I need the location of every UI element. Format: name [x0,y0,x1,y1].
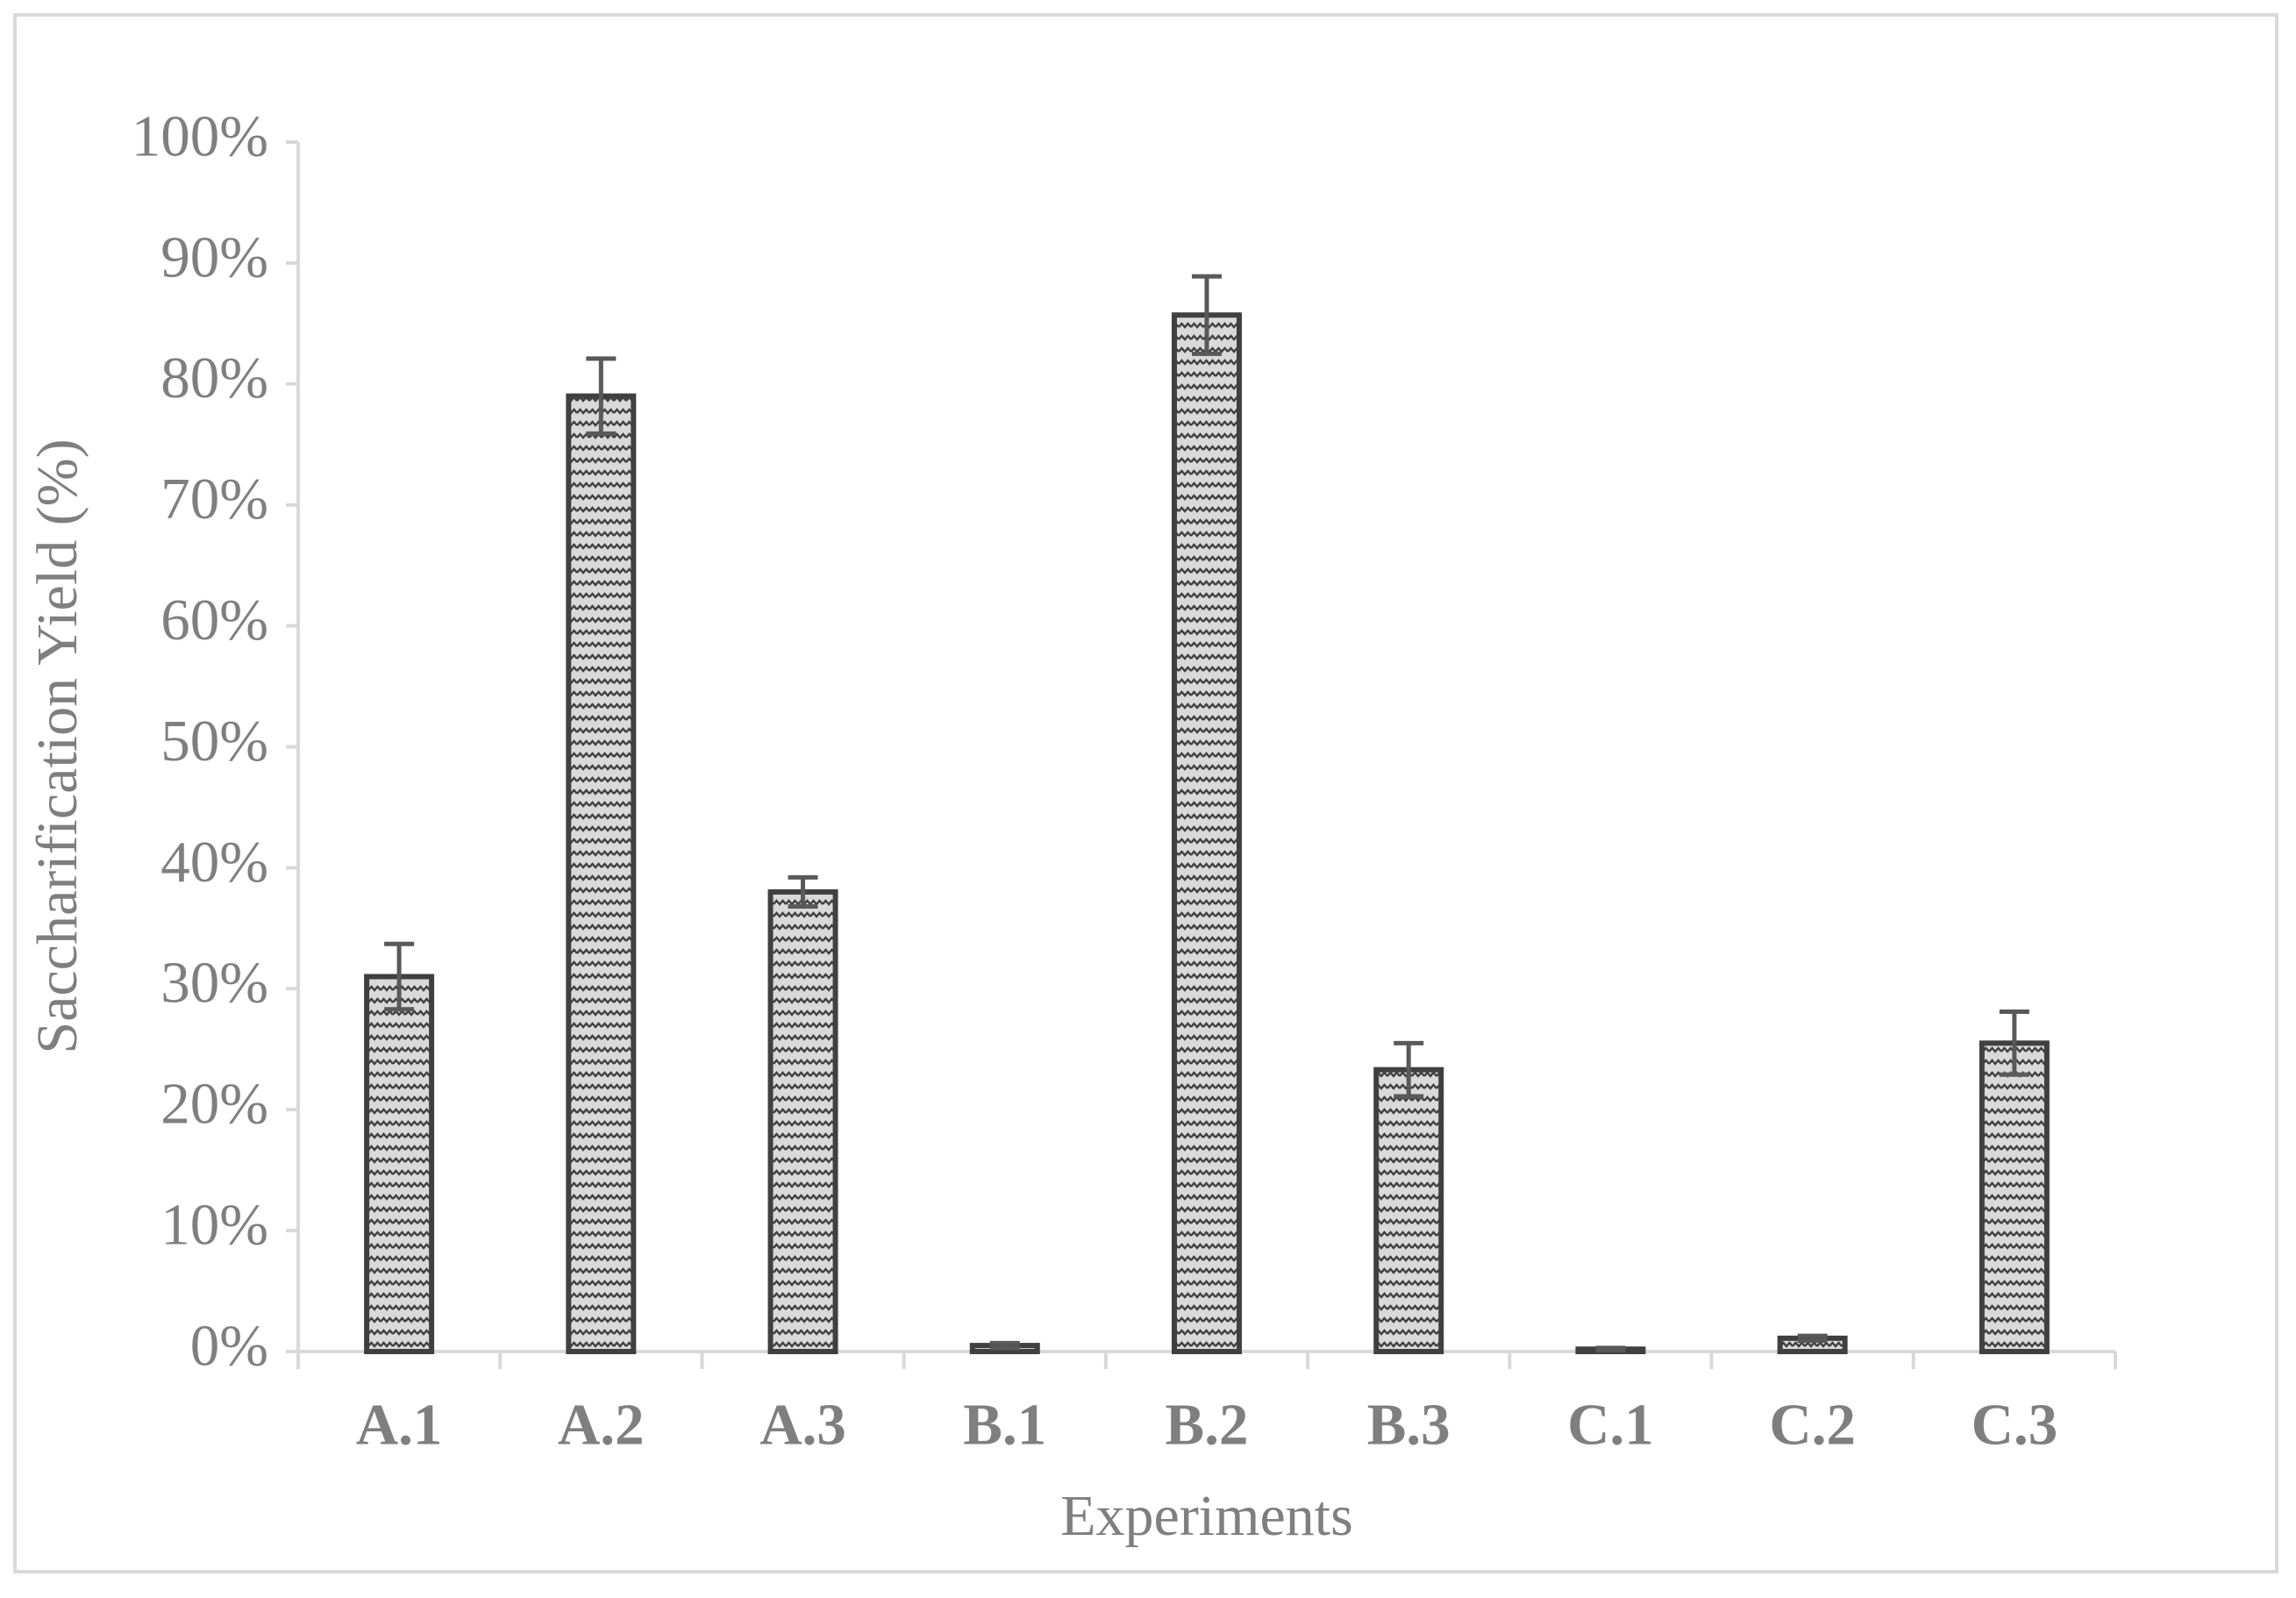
x-axis-title: Experiments [1060,1484,1353,1548]
error-bar [1595,1345,1626,1353]
error-bar [384,941,415,1012]
y-tick-label: 20% [160,1072,268,1137]
error-bar [1999,1009,2029,1077]
y-tick-label: 60% [160,588,268,653]
x-tick-label: B.2 [1166,1392,1249,1457]
y-axis-title: Saccharification Yield (%) [25,439,89,1053]
y-tick-label: 90% [160,225,268,289]
error-bar [1192,274,1222,356]
y-tick-label: 70% [160,467,268,531]
y-tick-label: 0% [190,1313,268,1378]
bar [1373,1067,1444,1354]
error-bar [989,1340,1020,1351]
bar [364,974,435,1354]
error-bar [1797,1333,1828,1344]
x-tick-label: C.1 [1567,1392,1654,1457]
chart-frame [13,13,2278,1573]
x-tick-label: B.1 [963,1392,1046,1457]
x-tick-label: C.2 [1769,1392,1856,1457]
error-bar [586,356,617,436]
x-tick-label: B.3 [1367,1392,1451,1457]
bar [1979,1040,2050,1354]
y-tick-label: 30% [160,951,268,1016]
y-tick-label: 50% [160,709,268,774]
y-tick-label: 100% [132,103,268,168]
x-tick-label: A.1 [356,1392,443,1457]
x-tick-label: A.2 [558,1392,645,1457]
y-tick-label: 40% [160,830,268,895]
x-tick-label: A.3 [759,1392,846,1457]
y-tick-label: 80% [160,346,268,410]
bar [1172,312,1242,1354]
bar [566,393,637,1355]
error-bar [1394,1040,1424,1099]
bar [767,888,838,1354]
x-tick-label: C.3 [1972,1392,2058,1457]
error-bar [788,874,818,910]
y-tick-label: 10% [160,1192,268,1257]
